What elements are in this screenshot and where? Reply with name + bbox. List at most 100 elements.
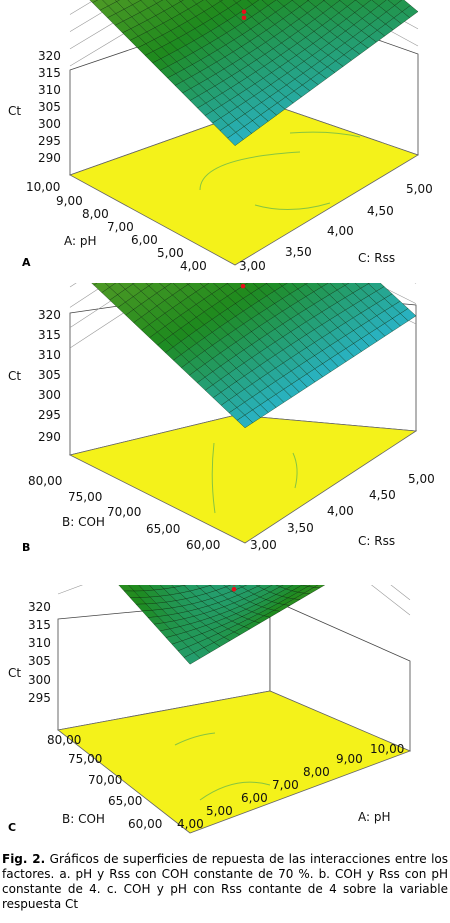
y-tick: 10,00 [370,742,404,756]
surface-cell [227,132,244,146]
z-tick: 305 [38,368,61,382]
y-tick: 7,00 [272,778,299,792]
x-tick: 4,00 [180,259,207,273]
z-tick: 310 [38,83,61,97]
y-tick: 5,00 [206,804,233,818]
z-tick: 310 [28,636,51,650]
y-tick: 4,50 [369,488,396,502]
z-tick: 320 [28,600,51,614]
surface-plot-a-svg: 320 315 310 305 300 295 290 Ct 4,00 5,00… [8,0,433,273]
x-tick: 5,00 [157,246,184,260]
y-tick: 3,50 [285,245,312,259]
z-axis-label: Ct [8,369,21,383]
z-tick: 295 [28,691,51,705]
z-tick: 320 [38,49,61,63]
z-tick: 315 [38,66,61,80]
center-point [231,587,237,592]
floor-contours [211,442,298,514]
center-point [241,9,247,15]
floor [69,103,419,266]
y-tick: 5,00 [406,182,433,196]
y-tick: 6,00 [241,791,268,805]
x-ticks: 60,00 65,00 70,00 75,00 80,00 [47,733,162,831]
y-tick: 9,00 [336,752,363,766]
y-tick: 4,00 [327,224,354,238]
z-ticks: 320 315 310 305 300 295 [28,600,51,705]
z-tick: 305 [28,654,51,668]
z-axis-label: Ct [8,666,21,680]
x-tick: 80,00 [47,733,81,747]
y-ticks: 3,00 3,50 4,00 4,50 5,00 [239,182,433,273]
panel-label: A [22,256,31,269]
x-tick: 70,00 [88,773,122,787]
x-tick: 65,00 [146,522,180,536]
figure-caption: Fig. 2. Gráficos de superficies de repue… [2,852,448,912]
x-tick: 60,00 [186,538,220,552]
surface-plot-c: 320 315 310 305 300 295 Ct 60,00 65,00 7… [0,420,450,847]
surface-plot-b: 320 315 310 305 300 295 290 Ct 60,00 65,… [0,113,450,555]
surface-cell [236,414,254,429]
y-axis-label: C: Rss [358,534,395,548]
z-tick: 300 [28,673,51,687]
x-tick: 60,00 [128,817,162,831]
x-axis-label: A: pH [64,234,97,248]
y-tick: 5,00 [408,472,435,486]
surface-cell [89,0,99,3]
y-ticks: 4,00 5,00 6,00 7,00 8,00 9,00 10,00 [177,742,404,831]
surface-cell [178,0,184,2]
x-ticks: 60,00 65,00 70,00 75,00 80,00 [28,474,220,552]
y-tick: 8,00 [303,765,330,779]
z-tick: 290 [38,151,61,165]
x-tick: 70,00 [107,505,141,519]
caption-text: Gráficos de superficies de repuesta de l… [2,852,448,911]
z-tick: 315 [38,328,61,342]
center-points [241,9,247,21]
x-tick: 80,00 [28,474,62,488]
surface-plot-b-svg: 320 315 310 305 300 295 290 Ct 60,00 65,… [8,113,435,554]
center-point [241,15,247,21]
y-ticks: 3,00 3,50 4,00 4,50 5,00 [250,472,435,552]
z-tick: 295 [38,134,61,148]
x-tick: 9,00 [56,194,83,208]
y-tick: 4,00 [327,504,354,518]
panel-label: C [8,821,16,834]
z-tick: 290 [38,430,61,444]
x-tick: 8,00 [82,207,109,221]
y-axis-label: A: pH [358,810,391,824]
x-tick: 10,00 [26,180,60,194]
floor [57,690,412,834]
z-tick: 320 [38,308,61,322]
z-tick: 300 [38,388,61,402]
surface-cell [114,0,120,2]
z-tick: 315 [28,618,51,632]
surface-plot-c-svg: 320 315 310 305 300 295 Ct 60,00 65,00 7… [8,420,412,834]
x-tick: 75,00 [68,752,102,766]
z-ticks: 320 315 310 305 300 295 290 [38,308,61,444]
y-tick: 4,50 [367,204,394,218]
surface-plot-a: 320 315 310 305 300 295 290 Ct 4,00 5,00… [0,0,450,273]
z-tick: 300 [38,117,61,131]
x-tick: 7,00 [107,220,134,234]
caption-label: Fig. 2. [2,852,46,866]
surface-cell [233,0,242,4]
x-tick: 65,00 [108,794,142,808]
z-tick: 310 [38,348,61,362]
x-ticks: 4,00 5,00 6,00 7,00 8,00 9,00 10,00 [26,180,207,273]
floor-contours [174,732,271,801]
y-tick: 3,50 [287,521,314,535]
floor-contours [199,131,361,211]
y-tick: 4,00 [177,817,204,831]
floor [68,414,418,544]
z-tick: 305 [38,100,61,114]
z-tick: 295 [38,408,61,422]
panel-label: B [22,541,30,554]
z-axis-label: Ct [8,104,21,118]
center-point [240,283,246,289]
surface-cell [183,652,201,665]
x-axis-label: B: COH [62,515,105,529]
x-tick: 6,00 [131,233,158,247]
x-axis-label: B: COH [62,812,105,826]
y-axis-label: C: Rss [358,251,395,265]
y-tick: 3,00 [239,259,266,273]
z-ticks: 320 315 310 305 300 295 290 [38,49,61,165]
